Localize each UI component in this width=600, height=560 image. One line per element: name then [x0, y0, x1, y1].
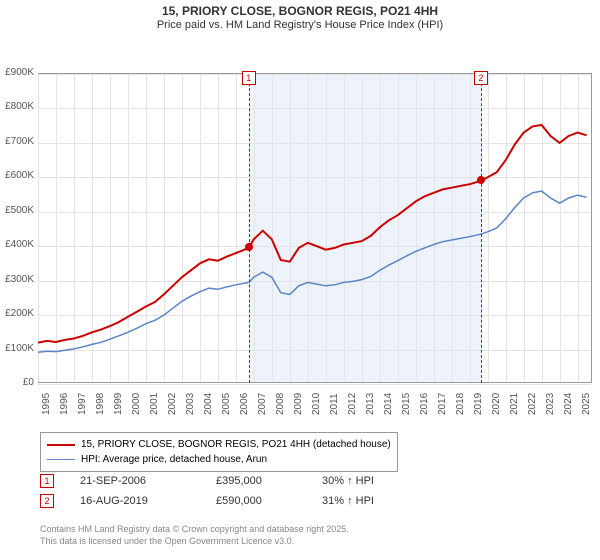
sale-marker-dot: [245, 243, 253, 251]
y-axis-label: £900K: [0, 67, 34, 78]
chart-title-block: 15, PRIORY CLOSE, BOGNOR REGIS, PO21 4HH…: [0, 0, 600, 33]
sale-marker-dot: [477, 176, 485, 184]
y-axis-label: £100K: [0, 343, 34, 354]
x-axis-label: 2013: [365, 393, 376, 415]
footer-line-1: Contains HM Land Registry data © Crown c…: [40, 524, 349, 536]
x-axis-label: 1995: [41, 393, 52, 415]
x-axis-label: 2007: [257, 393, 268, 415]
x-axis-label: 2011: [329, 393, 340, 415]
y-axis-label: £500K: [0, 205, 34, 216]
y-axis-label: £600K: [0, 170, 34, 181]
series-price_paid: [38, 125, 587, 343]
sales-row-date: 16-AUG-2019: [80, 495, 190, 507]
legend-item: HPI: Average price, detached house, Arun: [47, 452, 391, 467]
legend: 15, PRIORY CLOSE, BOGNOR REGIS, PO21 4HH…: [40, 432, 398, 472]
legend-item: 15, PRIORY CLOSE, BOGNOR REGIS, PO21 4HH…: [47, 437, 391, 452]
x-axis-label: 2019: [473, 393, 484, 415]
x-axis-label: 2025: [581, 393, 592, 415]
sale-marker-badge: 1: [242, 71, 256, 85]
legend-swatch: [47, 444, 75, 446]
sales-row: 1 21-SEP-2006 £395,000 30% ↑ HPI: [40, 474, 374, 488]
x-axis-label: 2001: [149, 393, 160, 415]
y-axis-label: £200K: [0, 308, 34, 319]
x-axis-label: 2024: [563, 393, 574, 415]
x-axis-label: 2004: [203, 393, 214, 415]
gridline-h: [38, 384, 591, 385]
x-axis-label: 2002: [167, 393, 178, 415]
x-axis-label: 2018: [455, 393, 466, 415]
legend-swatch: [47, 459, 75, 460]
series-hpi: [38, 191, 587, 352]
x-axis-label: 2016: [419, 393, 430, 415]
sales-row-delta: 31% ↑ HPI: [322, 495, 374, 507]
sale-marker-line: [249, 73, 250, 383]
chart-area: £0 £100K £200K £300K £400K £500K £600K £700K £80…: [0, 33, 600, 423]
x-axis-label: 2006: [239, 393, 250, 415]
y-axis-label: £0: [0, 377, 34, 388]
legend-label: 15, PRIORY CLOSE, BOGNOR REGIS, PO21 4HH…: [81, 437, 391, 452]
chart-subtitle: Price paid vs. HM Land Registry's House …: [0, 19, 600, 31]
sales-table: 1 21-SEP-2006 £395,000 30% ↑ HPI 2 16-AUG-201…: [40, 474, 374, 514]
series-svg: [38, 74, 592, 384]
y-axis-label: £300K: [0, 274, 34, 285]
x-axis-label: 2000: [131, 393, 142, 415]
sales-row-date: 21-SEP-2006: [80, 475, 190, 487]
x-axis-label: 1996: [59, 393, 70, 415]
x-axis-label: 2008: [275, 393, 286, 415]
x-axis-label: 2014: [383, 393, 394, 415]
x-axis-label: 2015: [401, 393, 412, 415]
legend-label: HPI: Average price, detached house, Arun: [81, 452, 267, 467]
x-axis-label: 2009: [293, 393, 304, 415]
footer-attribution: Contains HM Land Registry data © Crown c…: [40, 524, 349, 547]
x-axis-label: 2021: [509, 393, 520, 415]
x-axis-label: 2010: [311, 393, 322, 415]
x-axis-label: 2012: [347, 393, 358, 415]
sales-row-index: 1: [40, 474, 54, 488]
x-axis-label: 1998: [95, 393, 106, 415]
y-axis-label: £400K: [0, 239, 34, 250]
sales-row-price: £395,000: [216, 475, 296, 487]
x-axis-label: 1999: [113, 393, 124, 415]
chart-title: 15, PRIORY CLOSE, BOGNOR REGIS, PO21 4HH: [0, 4, 600, 18]
x-axis-label: 2022: [527, 393, 538, 415]
sale-marker-badge: 2: [474, 71, 488, 85]
x-axis-label: 2023: [545, 393, 556, 415]
sale-marker-line: [481, 73, 482, 383]
y-axis-label: £800K: [0, 101, 34, 112]
x-axis-label: 2020: [491, 393, 502, 415]
sales-row-price: £590,000: [216, 495, 296, 507]
x-axis-label: 2005: [221, 393, 232, 415]
plot-area: [38, 73, 592, 383]
x-axis-label: 2017: [437, 393, 448, 415]
sales-row-index: 2: [40, 494, 54, 508]
footer-line-2: This data is licensed under the Open Gov…: [40, 536, 349, 548]
sales-row: 2 16-AUG-2019 £590,000 31% ↑ HPI: [40, 494, 374, 508]
x-axis-label: 2003: [185, 393, 196, 415]
x-axis-label: 1997: [77, 393, 88, 415]
sales-row-delta: 30% ↑ HPI: [322, 475, 374, 487]
y-axis-label: £700K: [0, 136, 34, 147]
